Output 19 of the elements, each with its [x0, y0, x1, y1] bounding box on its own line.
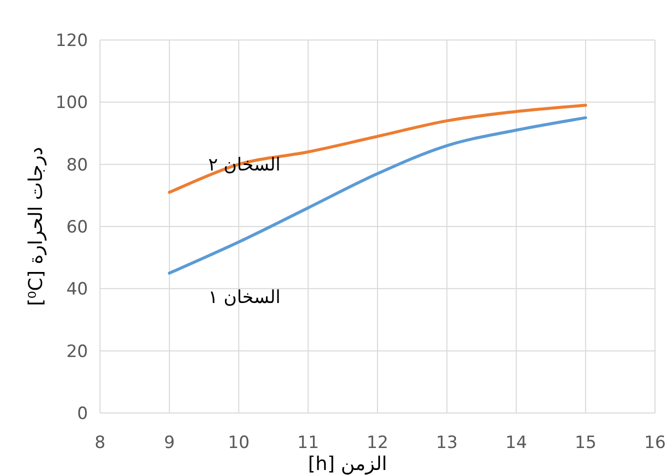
series-label: السخان ١ — [208, 287, 281, 308]
y-axis-title: درجات الحرارة [⁰C] — [25, 146, 47, 306]
x-tick-label: 10 — [228, 433, 250, 453]
x-tick-label: 14 — [505, 433, 528, 453]
y-tick-label: 100 — [56, 93, 88, 114]
x-tick-label: 11 — [297, 433, 319, 453]
x-tick-label: 8 — [94, 433, 106, 453]
y-tick-label: 0 — [77, 404, 88, 424]
y-tick-label: 20 — [66, 342, 88, 362]
y-tick-label: 40 — [66, 280, 88, 300]
y-tick-label: 60 — [66, 218, 88, 238]
x-tick-label: 15 — [574, 433, 596, 453]
x-tick-label: 13 — [436, 433, 458, 453]
x-tick-label: 9 — [164, 433, 175, 453]
x-tick-label: 16 — [644, 433, 666, 453]
y-tick-label: 120 — [56, 31, 88, 51]
x-tick-label: 12 — [366, 433, 388, 453]
y-tick-label: 80 — [66, 155, 88, 176]
x-axis-title: الزمن [h] — [308, 453, 388, 475]
